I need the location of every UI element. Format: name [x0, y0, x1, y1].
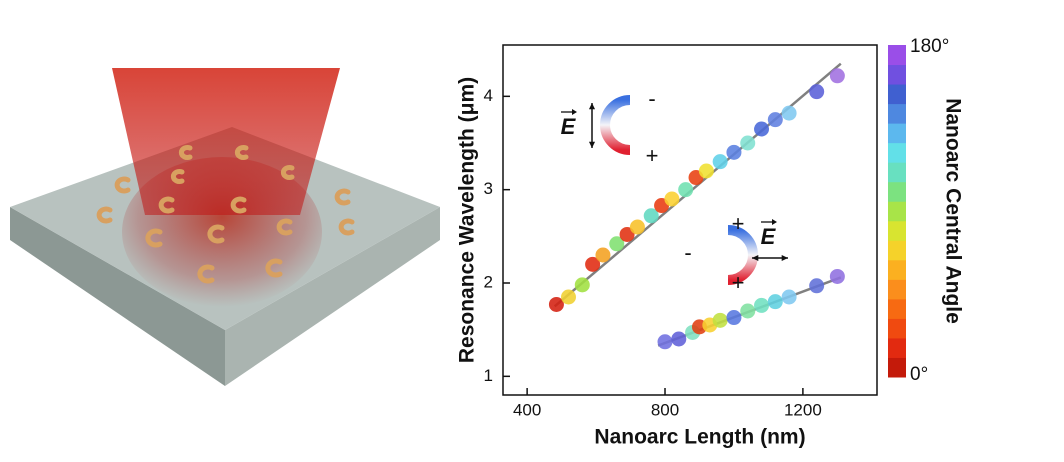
colorbar-segment	[888, 142, 906, 163]
field-label: E	[561, 114, 577, 139]
data-point	[712, 312, 728, 328]
data-point	[781, 289, 797, 305]
data-point	[754, 121, 770, 137]
plot: 400 800 1200 1 2 3 4 Nanoarc Length (nm) Resonan…	[456, 36, 965, 449]
data-point	[809, 278, 825, 294]
x-axis-label: Nanoarc Length (nm)	[594, 426, 805, 449]
colorbar-segment	[888, 181, 906, 202]
data-point	[678, 182, 694, 198]
arrow-head	[588, 141, 596, 148]
data-point	[712, 154, 728, 170]
illustration	[10, 68, 440, 386]
y-tick-label: 4	[484, 86, 493, 105]
colorbar-segment	[888, 201, 906, 222]
colorbar-segment	[888, 162, 906, 183]
y-tick-label: 1	[484, 366, 493, 385]
data-point	[560, 289, 576, 305]
slab-left	[10, 207, 225, 386]
slab-right	[225, 207, 440, 386]
data-point	[726, 144, 742, 160]
minus-sign: -	[684, 240, 691, 265]
arrow-head	[752, 254, 759, 262]
colorbar-segment	[888, 103, 906, 124]
colorbar-segment	[888, 318, 906, 339]
data-point	[619, 226, 635, 242]
data-point	[726, 310, 742, 326]
plot-frame	[502, 44, 878, 396]
data-point	[629, 219, 645, 235]
plus-sign: +	[732, 211, 745, 236]
colorbar-segment	[888, 298, 906, 319]
laser-beam	[112, 68, 340, 215]
colorbar-segment	[888, 64, 906, 85]
data-point	[767, 112, 783, 128]
data-point	[754, 297, 770, 313]
y-axis-label: Resonance Wavelength (μm)	[456, 77, 479, 363]
data-point	[609, 236, 625, 252]
colorbar-segment	[888, 240, 906, 261]
data-point	[548, 296, 564, 312]
colorbar-segment	[888, 337, 906, 358]
plus-sign: +	[732, 270, 745, 295]
colorbar-segment	[888, 220, 906, 241]
data-point	[767, 294, 783, 310]
arrow-head	[781, 254, 788, 262]
colorbar-segment	[888, 259, 906, 280]
x-tick-label: 1200	[784, 400, 822, 419]
data-point	[643, 208, 659, 224]
data-point	[671, 331, 687, 347]
field-label: E	[761, 224, 777, 249]
data-point	[595, 247, 611, 263]
charge-arc	[600, 95, 631, 155]
data-point	[585, 256, 601, 272]
x-tick-label: 800	[651, 400, 679, 419]
vector-head	[572, 109, 577, 115]
colorbar-segment	[888, 279, 906, 300]
data-point	[829, 68, 845, 84]
vector-head	[772, 219, 777, 225]
data-point	[574, 277, 590, 293]
plus-sign: +	[646, 143, 659, 168]
colorbar-label: Nanoarc Central Angle	[941, 98, 964, 324]
colorbar-tick-label: 0°	[910, 364, 928, 385]
data-point	[698, 163, 714, 179]
data-point	[829, 268, 845, 284]
colorbar-segment	[888, 84, 906, 105]
data-point	[657, 334, 673, 350]
data-point	[664, 191, 680, 207]
charge-arc	[727, 225, 758, 285]
data-point	[809, 84, 825, 100]
data-point	[740, 303, 756, 319]
colorbar-segment	[888, 45, 906, 66]
y-tick-label: 2	[484, 272, 493, 291]
fit-line	[553, 62, 842, 308]
colorbar-segment	[888, 123, 906, 144]
x-tick-label: 400	[513, 400, 541, 419]
arrow-head	[588, 103, 596, 110]
y-tick-label: 3	[484, 179, 493, 198]
data-point	[781, 105, 797, 121]
colorbar-tick-label: 180°	[910, 36, 949, 57]
data-point	[740, 135, 756, 151]
colorbar-segment	[888, 357, 906, 378]
nanoarcs	[96, 145, 355, 284]
minus-sign: -	[648, 86, 655, 111]
